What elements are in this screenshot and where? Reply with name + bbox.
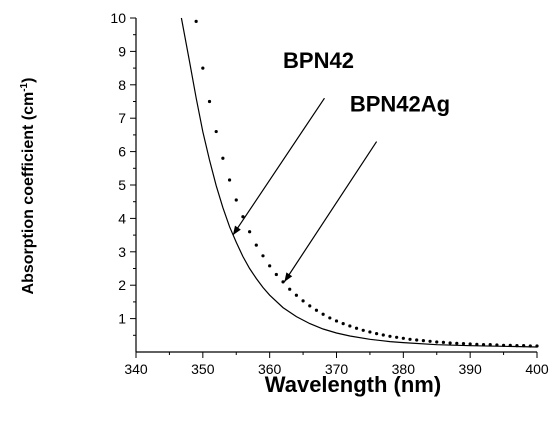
series-point-BPN42Ag [495,343,499,347]
series-point-BPN42Ag [248,230,252,234]
series-point-BPN42Ag [328,316,332,320]
annotation-label-BPN42Ag: BPN42Ag [350,92,450,117]
series-point-BPN42Ag [194,19,198,23]
series-point-BPN42Ag [388,334,392,338]
series-point-BPN42Ag [368,330,372,334]
series-point-BPN42Ag [441,340,446,344]
annotation-arrowhead-BPN42 [232,225,241,236]
series-point-BPN42Ag [207,99,212,104]
series-point-BPN42Ag [461,342,466,346]
series-line-BPN42 [180,17,538,348]
y-axis-title-sup: -1 [19,82,30,91]
series-point-BPN42Ag [201,66,205,70]
series-point-BPN42Ag [314,308,319,312]
x-tick-label: 400 [525,361,549,377]
series-point-BPN42Ag [354,326,359,330]
y-tick-label: 6 [118,144,126,160]
x-tick-label: 360 [258,361,282,377]
x-axis-title: Wavelength (nm) [265,372,441,397]
series-point-BPN42Ag [435,340,439,344]
x-tick-label: 350 [191,361,215,377]
y-tick-label: 7 [118,110,126,126]
series-point-BPN42Ag [361,328,365,332]
series-point-BPN42Ag [234,198,238,202]
series-point-BPN42Ag [221,156,225,160]
series-point-BPN42Ag [254,243,258,247]
series-point-BPN42Ag [522,344,526,348]
y-tick-label: 2 [118,277,126,293]
y-tick-label: 5 [118,177,126,193]
series-point-BPN42Ag [515,344,519,348]
annotation-arrow-BPN42Ag [283,141,378,283]
x-tick-label: 370 [325,361,349,377]
series-point-BPN42Ag [421,339,425,343]
series-point-BPN42Ag [381,333,385,337]
series-point-BPN42Ag [241,215,245,219]
annotation-arrow-BPN42 [232,97,325,236]
y-tick-label: 4 [118,210,126,226]
annotations-layer: BPN42 BPN42Ag [232,48,450,283]
series-point-BPN42Ag [214,129,218,134]
series-point-BPN42Ag [481,343,486,347]
series-point-BPN42Ag [468,342,472,346]
series-point-BPN42Ag [301,299,305,303]
x-tick-label: 380 [392,361,416,377]
series-point-BPN42Ag [401,336,405,340]
y-axis-title-close: ) [20,78,37,83]
series-point-BPN42Ag [501,343,506,347]
series-point-BPN42Ag [535,344,539,348]
y-tick-label: 9 [118,43,126,59]
series-point-BPN42Ag [488,343,492,347]
y-axis-title-main: Absorption coefficient (cm [20,92,37,295]
series-point-BPN42Ag [408,337,412,341]
series-point-BPN42Ag [375,332,379,336]
annotation-label-BPN42: BPN42 [283,48,354,73]
y-tick-label: 3 [118,244,126,260]
series-point-BPN42Ag [395,335,399,339]
annotation-arrowhead-BPN42Ag [284,272,293,282]
series-point-BPN42Ag [455,341,459,345]
series-point-BPN42Ag [415,338,419,342]
series-point-BPN42Ag [274,272,278,277]
series-layer [180,17,539,348]
series-point-BPN42Ag [294,293,298,297]
series-point-BPN42Ag [348,324,352,328]
series-point-BPN42Ag [321,312,325,316]
y-ticks: 1 2 3 4 5 6 7 8 9 10 [110,10,136,336]
series-point-BPN42Ag [508,343,512,347]
x-tick-label: 340 [124,361,148,377]
series-point-BPN42Ag [341,322,345,326]
series-point-BPN42Ag [261,254,265,258]
series-point-BPN42Ag [428,339,432,343]
series-point-BPN42Ag [448,341,452,345]
series-point-BPN42Ag [528,344,532,348]
x-tick-label: 390 [458,361,482,377]
y-tick-label: 10 [110,10,126,26]
x-ticks: 340 350 360 370 380 390 400 [124,352,549,377]
y-axis-title: Absorption coefficient (cm-1) [19,78,37,295]
series-point-BPN42Ag [288,287,292,291]
series-point-BPN42Ag [281,280,285,284]
y-tick-label: 1 [118,311,126,327]
series-point-BPN42Ag [227,178,232,182]
series-point-BPN42Ag [268,264,272,268]
series-point-BPN42Ag [475,342,479,346]
series-point-BPN42Ag [334,319,339,323]
y-tick-label: 8 [118,77,126,93]
series-point-BPN42Ag [308,304,312,308]
